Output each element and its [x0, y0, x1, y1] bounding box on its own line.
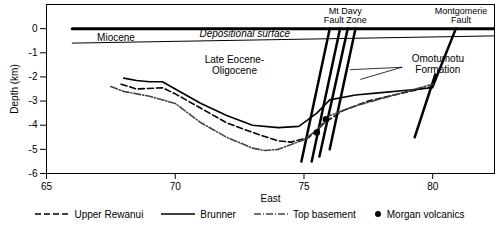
svg-text:-3: -3 — [29, 95, 38, 106]
svg-text:0: 0 — [32, 23, 38, 34]
svg-text:MontgomerieFault: MontgomerieFault — [435, 6, 488, 26]
svg-text:Depositional surface: Depositional surface — [199, 28, 290, 39]
svg-text:Miocene: Miocene — [97, 32, 135, 43]
svg-text:-1: -1 — [29, 47, 38, 58]
html-text:Brunner: Brunner — [200, 208, 236, 220]
html-text:Morgan volcanics: Morgan volcanics — [386, 208, 465, 220]
svg-text:-2: -2 — [29, 71, 38, 82]
html-text:Top basement: Top basement — [292, 208, 356, 220]
svg-text:70: 70 — [170, 181, 182, 192]
svg-text:-4: -4 — [29, 119, 38, 130]
svg-text:75: 75 — [298, 181, 310, 192]
html-text:Upper Rewanui: Upper Rewanui — [74, 208, 144, 220]
svg-text:80: 80 — [427, 181, 439, 192]
svg-text:-5: -5 — [29, 144, 38, 155]
svg-text:65: 65 — [41, 181, 53, 192]
svg-text:OmotumotuFormation: OmotumotuFormation — [412, 53, 464, 75]
svg-text:Mt DavyFault Zone: Mt DavyFault Zone — [324, 6, 367, 26]
svg-text:Depth (km): Depth (km) — [9, 64, 20, 113]
svg-text:-6: -6 — [29, 168, 38, 179]
svg-text:East: East — [260, 193, 280, 204]
svg-text:Late Eocene-Oligocene: Late Eocene-Oligocene — [205, 54, 265, 76]
